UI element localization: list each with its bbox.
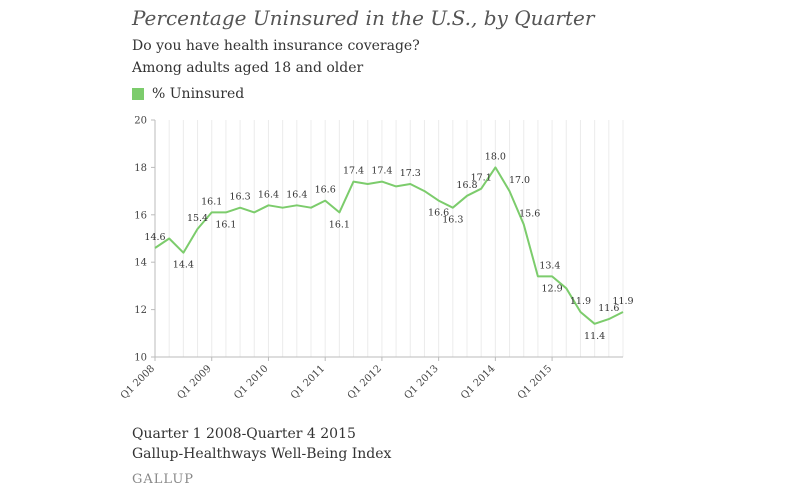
data-label: 16.6 <box>428 208 449 219</box>
data-label: 16.8 <box>456 180 477 191</box>
x-tick-label: Q1 2013 <box>402 363 440 401</box>
y-tick-label: 18 <box>134 163 147 174</box>
legend-label: % Uninsured <box>152 86 245 102</box>
y-tick-label: 16 <box>134 210 147 221</box>
data-label: 16.3 <box>230 192 251 203</box>
data-label: 11.4 <box>584 331 605 342</box>
data-labels: 14.6 14.4 15.4 16.1 16.1 16.3 16.4 16.4 16.6 16.1… <box>144 151 633 341</box>
data-label: 17.1 <box>471 173 492 184</box>
chart-question: Do you have health insurance coverage? <box>132 38 420 54</box>
data-label: 18.0 <box>485 151 506 162</box>
data-label: 17.0 <box>509 175 530 186</box>
x-tick-label: Q1 2009 <box>176 363 214 401</box>
y-tick-label: 20 <box>134 116 147 127</box>
legend: % Uninsured <box>132 86 244 102</box>
x-tick-label: Q1 2015 <box>516 363 554 401</box>
axes: 10 12 14 16 18 20 Q1 2008 Q1 2009 Q1 2010 Q1 2011… <box>119 116 623 402</box>
y-tick-label: 12 <box>134 305 147 316</box>
chart-population: Among adults aged 18 and older <box>132 60 364 76</box>
data-label: 12.9 <box>542 283 563 294</box>
data-label: 13.4 <box>539 260 560 271</box>
footer-period: Quarter 1 2008-Quarter 4 2015 <box>132 426 356 442</box>
series-line-uninsured <box>154 166 624 325</box>
data-label: 16.4 <box>286 189 307 200</box>
grid <box>154 120 624 357</box>
data-label: 17.4 <box>343 166 364 177</box>
gallup-logo: GALLUP <box>132 472 195 487</box>
data-label: 16.4 <box>258 189 279 200</box>
data-label: 16.3 <box>442 215 463 226</box>
data-label: 14.6 <box>144 232 165 243</box>
chart-title: Percentage Uninsured in the U.S., by Qua… <box>132 6 595 30</box>
data-label: 11.9 <box>570 296 591 307</box>
x-tick-label: Q1 2010 <box>232 363 270 401</box>
data-label: 11.9 <box>612 296 633 307</box>
data-label: 15.4 <box>187 213 208 224</box>
footer-source: Gallup-Healthways Well-Being Index <box>132 446 392 462</box>
x-tick-label: Q1 2011 <box>289 363 327 401</box>
x-tick-label: Q1 2012 <box>346 363 384 401</box>
series-layer <box>154 166 624 325</box>
y-tick-label: 14 <box>134 258 147 269</box>
data-label: 16.1 <box>201 196 222 207</box>
data-label: 17.4 <box>371 166 392 177</box>
data-label: 16.6 <box>315 185 336 196</box>
data-label: 15.6 <box>519 208 540 219</box>
x-tick-label: Q1 2008 <box>119 363 157 401</box>
data-label: 16.1 <box>215 219 236 230</box>
legend-swatch <box>132 88 144 100</box>
y-tick-label: 10 <box>134 353 147 364</box>
data-label: 11.6 <box>598 303 619 314</box>
x-tick-label: Q1 2014 <box>459 363 497 401</box>
data-label: 14.4 <box>173 260 194 271</box>
data-label: 17.3 <box>400 168 421 179</box>
line-chart: 10 12 14 16 18 20 Q1 2008 Q1 2009 Q1 2010 Q1 2011… <box>119 116 634 402</box>
data-label: 16.1 <box>329 219 350 230</box>
